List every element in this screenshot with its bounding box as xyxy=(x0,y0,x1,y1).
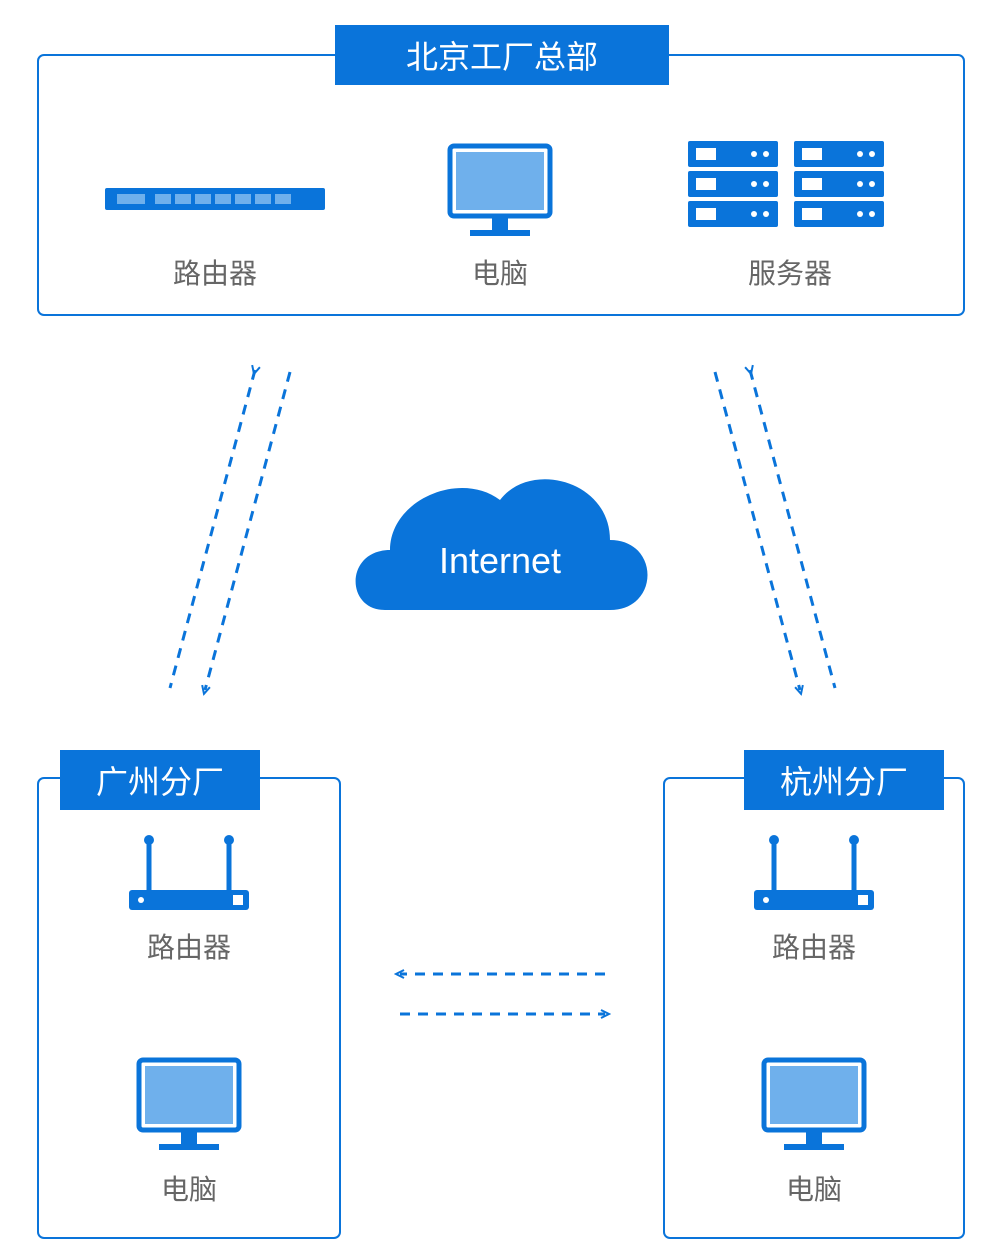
branch-left-computer-label: 电脑 xyxy=(119,1168,259,1208)
monitor-icon xyxy=(139,1060,239,1150)
diagram-svg xyxy=(0,0,1005,1254)
servers-icon xyxy=(688,141,884,227)
wifi-router-icon xyxy=(754,835,874,910)
network-diagram: 北京工厂总部 广州分厂 杭州分厂 Internet 路由器 电脑 服务器 路由器… xyxy=(0,0,1005,1254)
branch-left-title: 广州分厂 xyxy=(60,750,260,810)
branch-right-router-label: 路由器 xyxy=(744,926,884,966)
branch-right-computer-label: 电脑 xyxy=(744,1168,884,1208)
hq-computer-label: 电脑 xyxy=(430,252,570,292)
monitor-icon xyxy=(764,1060,864,1150)
wifi-router-icon xyxy=(129,835,249,910)
hq-title: 北京工厂总部 xyxy=(335,25,669,85)
rack-router-icon xyxy=(105,188,325,210)
hq-router-label: 路由器 xyxy=(145,252,285,292)
monitor-icon xyxy=(450,146,550,236)
arrow-right-diag xyxy=(715,370,835,690)
branch-right-title: 杭州分厂 xyxy=(744,750,944,810)
hq-server-label: 服务器 xyxy=(720,252,860,292)
branch-left-router-label: 路由器 xyxy=(119,926,259,966)
arrow-left-diag xyxy=(170,370,290,690)
cloud-label: Internet xyxy=(400,540,600,582)
